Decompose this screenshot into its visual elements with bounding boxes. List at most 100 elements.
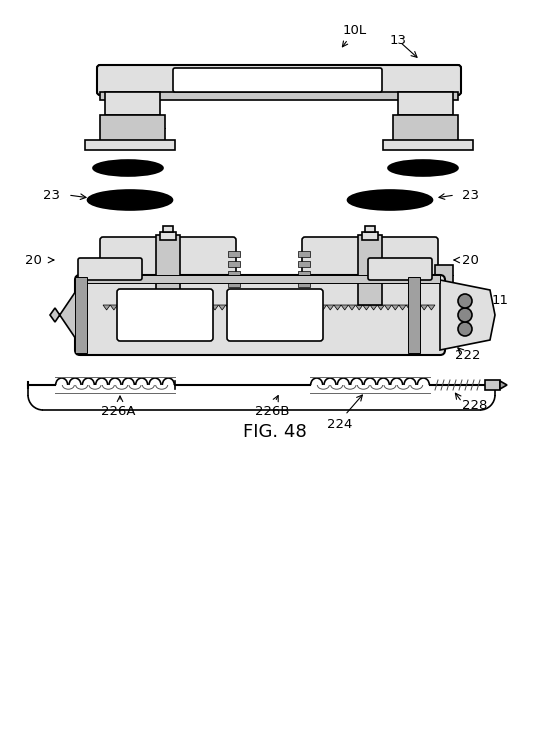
Polygon shape bbox=[125, 305, 132, 310]
Text: 20: 20 bbox=[462, 254, 479, 266]
FancyBboxPatch shape bbox=[97, 65, 461, 95]
Polygon shape bbox=[50, 285, 80, 345]
Text: 20: 20 bbox=[25, 254, 42, 266]
FancyBboxPatch shape bbox=[368, 258, 432, 280]
Polygon shape bbox=[312, 305, 320, 310]
Bar bbox=[100, 115, 165, 142]
Text: 220: 220 bbox=[127, 308, 153, 321]
Bar bbox=[485, 380, 500, 390]
Polygon shape bbox=[204, 305, 212, 310]
Polygon shape bbox=[117, 305, 125, 310]
Polygon shape bbox=[182, 305, 190, 310]
Bar bbox=[100, 92, 458, 100]
Bar bbox=[85, 265, 103, 290]
Ellipse shape bbox=[348, 190, 433, 210]
Bar bbox=[298, 271, 310, 277]
Polygon shape bbox=[428, 305, 435, 310]
Polygon shape bbox=[175, 305, 182, 310]
Bar bbox=[393, 115, 458, 142]
Polygon shape bbox=[226, 305, 233, 310]
Polygon shape bbox=[334, 305, 341, 310]
Circle shape bbox=[458, 294, 472, 308]
Polygon shape bbox=[212, 305, 219, 310]
FancyBboxPatch shape bbox=[75, 275, 445, 355]
Polygon shape bbox=[305, 305, 312, 310]
Polygon shape bbox=[197, 305, 204, 310]
Polygon shape bbox=[406, 305, 413, 310]
Polygon shape bbox=[154, 305, 161, 310]
Text: 224: 224 bbox=[327, 418, 353, 431]
Bar bbox=[163, 226, 173, 232]
Ellipse shape bbox=[401, 163, 446, 173]
FancyBboxPatch shape bbox=[227, 289, 323, 341]
Bar bbox=[298, 281, 310, 287]
Bar bbox=[408, 277, 420, 353]
Bar bbox=[435, 265, 453, 290]
Polygon shape bbox=[219, 305, 226, 310]
Polygon shape bbox=[139, 305, 147, 310]
Polygon shape bbox=[147, 305, 154, 310]
Polygon shape bbox=[385, 305, 392, 310]
Bar bbox=[298, 251, 310, 257]
Ellipse shape bbox=[88, 190, 172, 210]
Polygon shape bbox=[370, 305, 377, 310]
Polygon shape bbox=[399, 305, 406, 310]
Bar bbox=[75, 277, 87, 353]
Ellipse shape bbox=[100, 193, 160, 206]
Polygon shape bbox=[327, 305, 334, 310]
Ellipse shape bbox=[388, 160, 458, 176]
Bar bbox=[298, 261, 310, 267]
Polygon shape bbox=[161, 305, 168, 310]
Polygon shape bbox=[190, 305, 197, 310]
Bar bbox=[156, 235, 180, 305]
Circle shape bbox=[458, 308, 472, 322]
Ellipse shape bbox=[360, 193, 420, 206]
Bar bbox=[362, 232, 378, 240]
FancyBboxPatch shape bbox=[302, 237, 438, 308]
Bar bbox=[228, 251, 240, 257]
Bar bbox=[160, 232, 176, 240]
Text: 226B: 226B bbox=[255, 405, 289, 418]
Ellipse shape bbox=[105, 163, 150, 173]
Text: 11: 11 bbox=[492, 294, 509, 306]
Polygon shape bbox=[413, 305, 420, 310]
Bar bbox=[228, 291, 240, 297]
Bar bbox=[398, 92, 453, 115]
Polygon shape bbox=[320, 305, 327, 310]
Text: 23: 23 bbox=[462, 189, 479, 201]
FancyBboxPatch shape bbox=[117, 289, 213, 341]
Bar bbox=[85, 140, 175, 150]
Bar bbox=[105, 92, 160, 115]
Bar bbox=[80, 275, 440, 283]
Polygon shape bbox=[132, 305, 139, 310]
Polygon shape bbox=[355, 305, 363, 310]
Bar bbox=[228, 281, 240, 287]
Circle shape bbox=[458, 322, 472, 336]
Ellipse shape bbox=[93, 160, 163, 176]
Text: 220: 220 bbox=[305, 308, 331, 321]
Text: 13: 13 bbox=[390, 33, 407, 47]
Text: 23: 23 bbox=[43, 189, 60, 201]
Text: 10L: 10L bbox=[342, 24, 367, 47]
Polygon shape bbox=[440, 280, 495, 350]
Polygon shape bbox=[110, 305, 117, 310]
Polygon shape bbox=[341, 305, 348, 310]
Bar bbox=[228, 261, 240, 267]
Bar bbox=[365, 226, 375, 232]
FancyBboxPatch shape bbox=[173, 68, 382, 92]
Polygon shape bbox=[103, 305, 110, 310]
FancyBboxPatch shape bbox=[100, 237, 236, 308]
Polygon shape bbox=[168, 305, 175, 310]
Text: 228: 228 bbox=[462, 399, 488, 411]
Bar bbox=[298, 291, 310, 297]
Polygon shape bbox=[363, 305, 370, 310]
Bar bbox=[228, 271, 240, 277]
Polygon shape bbox=[500, 381, 507, 389]
Bar bbox=[358, 235, 382, 305]
FancyBboxPatch shape bbox=[78, 258, 142, 280]
Text: 226A: 226A bbox=[101, 405, 135, 418]
FancyBboxPatch shape bbox=[97, 65, 461, 95]
Text: FIG. 48: FIG. 48 bbox=[243, 423, 307, 441]
Polygon shape bbox=[377, 305, 385, 310]
Bar bbox=[383, 140, 473, 150]
